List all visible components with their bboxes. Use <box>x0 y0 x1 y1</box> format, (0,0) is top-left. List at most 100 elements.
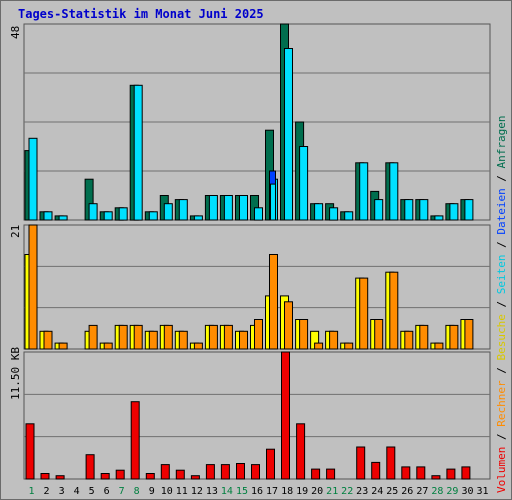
bar-volumen <box>175 469 185 480</box>
bar-volumen <box>205 464 215 480</box>
chart-title: Tages-Statistik im Monat Juni 2025 <box>18 7 264 21</box>
bar-dateien <box>404 199 414 221</box>
bar-volumen <box>145 473 155 480</box>
x-tick-label: 9 <box>149 486 155 497</box>
bar-volumen <box>386 446 396 480</box>
bar-dateien <box>118 207 128 221</box>
bar-rechner <box>269 254 278 350</box>
bar-rechner <box>43 330 53 350</box>
bar-dateien <box>88 203 98 221</box>
x-tick-label: 20 <box>311 486 323 497</box>
bar-dateien <box>389 162 399 221</box>
bar-rechner <box>88 324 98 350</box>
bar-volumen <box>220 464 230 480</box>
bar-volumen <box>40 473 50 480</box>
bar-rechner <box>118 324 128 350</box>
x-tick-label: 30 <box>461 486 473 497</box>
legend-volumen: Volumen <box>495 447 508 493</box>
bar-rechner <box>314 342 324 350</box>
x-tick-label: 10 <box>161 486 173 497</box>
x-tick-label: 27 <box>416 486 428 497</box>
legend-sep: / <box>495 367 508 374</box>
bar-volumen <box>371 461 381 480</box>
bar-rechner <box>329 330 339 350</box>
x-tick-label: 19 <box>296 486 308 497</box>
bar-rechner <box>299 319 309 350</box>
bar-volumen <box>115 469 125 480</box>
bar-volumen <box>25 423 35 480</box>
x-tick-label: 2 <box>43 486 49 497</box>
x-tick-label: 14 <box>221 486 233 497</box>
x-tick-label: 24 <box>371 486 383 497</box>
bar-volumen <box>130 401 140 480</box>
bar-volumen <box>160 464 170 480</box>
x-tick-label: 26 <box>401 486 413 497</box>
x-tick-label: 31 <box>476 486 488 497</box>
bar-volumen <box>296 423 306 480</box>
chart-panel-1 <box>23 23 491 221</box>
bar-dateien <box>374 199 384 221</box>
x-tick-label: 12 <box>191 486 203 497</box>
bar-volumen <box>311 468 321 480</box>
bar-dateien <box>434 215 444 221</box>
x-tick-label: 7 <box>119 486 125 497</box>
x-tick-label: 13 <box>206 486 218 497</box>
y-max-label-bottom: 11.50 KB <box>9 347 22 400</box>
bar-dateien <box>464 199 474 221</box>
legend-sep: / <box>495 301 508 308</box>
bar-dateien <box>254 207 263 221</box>
bar-volumen <box>431 475 441 480</box>
x-tick-label: 11 <box>176 486 188 497</box>
bar-dateien <box>419 199 429 221</box>
bar-dateien <box>314 203 324 221</box>
bar-rechner <box>434 342 444 350</box>
bar-rechner <box>208 324 218 350</box>
bar-rechner <box>419 324 429 350</box>
bar-rechner <box>284 301 293 350</box>
bar-dateien <box>239 195 248 221</box>
legend-besuche: Besuche <box>495 314 508 360</box>
legend-sep: / <box>495 241 508 248</box>
plot-area <box>23 351 491 480</box>
bar-volumen <box>356 446 366 480</box>
bar-rechner <box>449 324 459 350</box>
bar-rechner <box>404 330 414 350</box>
chart-panel-2 <box>23 224 491 350</box>
y-max-label-top: 48 <box>9 26 22 39</box>
bar-dateien <box>133 84 143 221</box>
bar-rechner <box>28 224 38 350</box>
bar-dateien <box>103 211 113 221</box>
bar-rechner <box>163 324 173 350</box>
x-tick-label: 22 <box>341 486 353 497</box>
bar-dateien <box>208 195 218 221</box>
x-tick-label: 23 <box>356 486 368 497</box>
bar-volumen <box>446 468 456 480</box>
bar-volumen <box>251 464 260 480</box>
x-tick-label: 1 <box>28 486 34 497</box>
bar-rechner <box>223 324 233 350</box>
y-max-label-middle: 21 <box>9 225 22 238</box>
legend-seiten: Seiten <box>495 255 508 295</box>
bar-dateien <box>163 203 173 221</box>
bar-volumen <box>236 463 245 480</box>
x-tick-label: 5 <box>89 486 95 497</box>
bar-rechner <box>344 342 354 350</box>
x-tick-label: 17 <box>266 486 278 497</box>
bar-rechner <box>389 271 399 350</box>
legend-sep: / <box>495 175 508 182</box>
bar-volumen <box>55 475 65 480</box>
bar-rechner <box>133 324 143 350</box>
bar-rechner <box>193 342 203 350</box>
bar-dateien <box>178 199 188 221</box>
bar-dateien <box>329 207 339 221</box>
bar-dateien <box>359 162 369 221</box>
legend-dateien: Dateien <box>495 188 508 234</box>
bar-rechner <box>239 330 248 350</box>
bar-rechner <box>374 319 384 350</box>
bar-dateien <box>449 203 459 221</box>
chart-panel-3 <box>23 351 491 480</box>
bar-volumen <box>461 466 471 480</box>
x-tick-label: 28 <box>431 486 443 497</box>
bar-dateien <box>58 215 68 221</box>
bar-rechner <box>148 330 158 350</box>
